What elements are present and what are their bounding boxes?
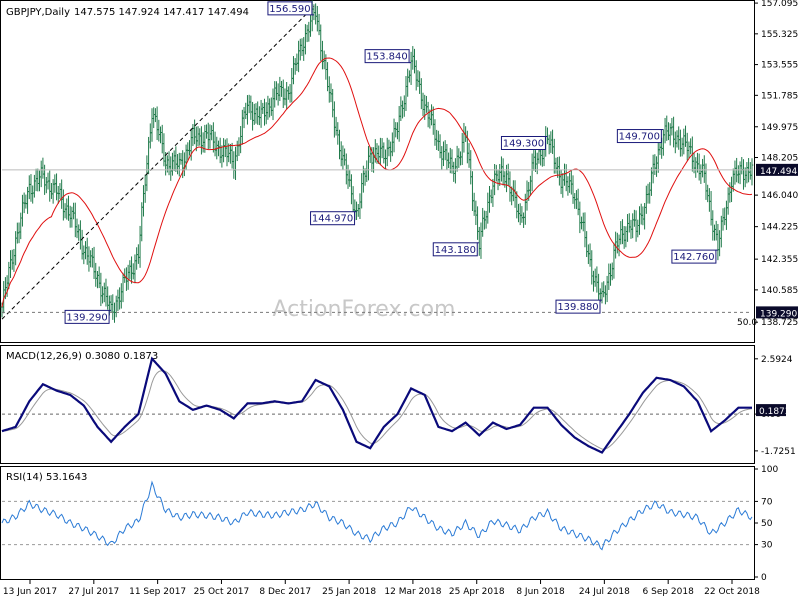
x-tick-label: 13 Jun 2017 (3, 587, 57, 597)
current-price-tag-text: 147.494 (760, 167, 797, 177)
x-tick-label: 12 Mar 2018 (384, 587, 441, 597)
current-price-tag-bg (756, 163, 798, 176)
price-y-tick-label: 138.725 (761, 318, 798, 328)
ohlc-values: 147.575 147.924 147.417 147.494 (74, 7, 249, 18)
price-label-text: 144.970 (312, 214, 353, 225)
macd-layer (1, 356, 753, 454)
x-tick-label: 22 Oct 2018 (704, 587, 760, 597)
price-label-text: 143.180 (435, 245, 476, 256)
rsi-y-tick-label: 50 (761, 519, 773, 529)
price-y-tick-label: 149.975 (761, 123, 798, 133)
axis-layer: 157.095 155.325 153.555 151.785 149.975 148.2… (3, 0, 799, 597)
price-y-tick-label: 144.225 (761, 223, 798, 233)
price-y-tick-label: 142.355 (761, 255, 798, 265)
price-label-text: 139.290 (66, 312, 107, 323)
rsi-y-tick-label: 100 (761, 465, 778, 475)
price-label-box (432, 242, 478, 257)
macd-value-tag-text: 0.1873 (759, 407, 791, 417)
macd-value-tag-bg (756, 404, 786, 417)
price-label: 144.970 (310, 211, 357, 226)
price-label-text: 149.300 (503, 138, 544, 149)
x-tick-label: 25 Oct 2017 (194, 587, 250, 597)
price-label-text: 149.700 (619, 132, 660, 143)
macd-line (1, 356, 752, 454)
price-label-box (310, 211, 356, 226)
x-tick-label: 25 Apr 2018 (449, 587, 505, 597)
price-layer: 156.590 153.840 149.300 149.700 144.970 143.1… (0, 0, 754, 324)
price-label-text: 139.880 (557, 302, 598, 313)
price-label-text: 142.760 (673, 252, 714, 263)
price-label: 156.590 (267, 1, 314, 16)
price-label: 139.290 (64, 309, 112, 324)
price-label: 142.760 (671, 249, 718, 264)
rsi-title: RSI(14) 53.1643 (6, 472, 87, 483)
rsi-y-tick-label: 70 (761, 497, 773, 507)
price-bar (750, 158, 754, 186)
price-label-box (616, 129, 662, 144)
price-y-tick-label: 151.785 (761, 91, 798, 101)
price-label-text: 156.590 (269, 4, 310, 15)
price-label-box (500, 135, 546, 150)
x-tick-label: 24 Jul 2018 (579, 587, 630, 597)
level-price-tag-bg (756, 306, 798, 319)
price-y-tick-label: 140.585 (761, 286, 798, 296)
macd-y-tick-label: 2.5924 (761, 355, 793, 365)
rsi-y-tick-label: 0 (761, 573, 767, 583)
x-tick-label: 8 Jun 2018 (516, 587, 565, 597)
price-label: 139.880 (555, 299, 602, 314)
price-label-box (671, 249, 717, 264)
macd-value-tag: 0.1873 (756, 404, 791, 417)
price-y-tick-label: 146.040 (761, 191, 798, 201)
price-label: 153.840 (364, 49, 412, 64)
x-tick-label: 8 Dec 2017 (259, 587, 311, 597)
price-y-tick-label: 148.205 (761, 154, 798, 164)
macd-signal-line (1, 370, 753, 450)
x-tick-label: 27 Jul 2017 (68, 587, 119, 597)
price-label: 143.180 (432, 242, 480, 257)
price-label-box (555, 299, 601, 314)
moving-average-line (1, 57, 753, 308)
price-y-tick-label: 155.325 (761, 30, 798, 40)
rsi-panel-frame (0, 466, 755, 580)
macd-title: MACD(12,26,9) 0.3080 0.1873 (6, 351, 158, 362)
watermark-text: ActionForex.com (273, 297, 456, 322)
x-tick-label: 11 Sep 2017 (129, 587, 186, 597)
level-price-tag: 139.290 (756, 306, 798, 319)
level-50-label: 50.0 (737, 318, 757, 328)
macd-panel-frame (0, 345, 755, 464)
level-price-tag-text: 139.290 (760, 309, 797, 319)
x-tick-label: 25 Jan 2018 (322, 587, 376, 597)
macd-y-tick-label: -1.7251 (761, 447, 796, 457)
rsi-y-tick-label: 30 (761, 541, 773, 551)
current-price-tag: 147.494 (756, 163, 798, 177)
rsi-line (1, 480, 753, 551)
price-label: 149.700 (616, 129, 664, 144)
x-tick-label: 6 Sep 2018 (643, 587, 695, 597)
price-label-box (267, 1, 313, 16)
rsi-layer (1, 480, 753, 551)
price-label-text: 153.840 (366, 52, 407, 63)
price-y-tick-label: 153.555 (761, 61, 798, 71)
price-label-box (364, 49, 410, 64)
price-label-box (64, 309, 110, 324)
price-label: 149.300 (500, 135, 548, 150)
symbol-label: GBPJPY,Daily (6, 7, 70, 18)
trendline (1, 6, 315, 320)
price-y-tick-label: 157.095 (761, 0, 798, 9)
